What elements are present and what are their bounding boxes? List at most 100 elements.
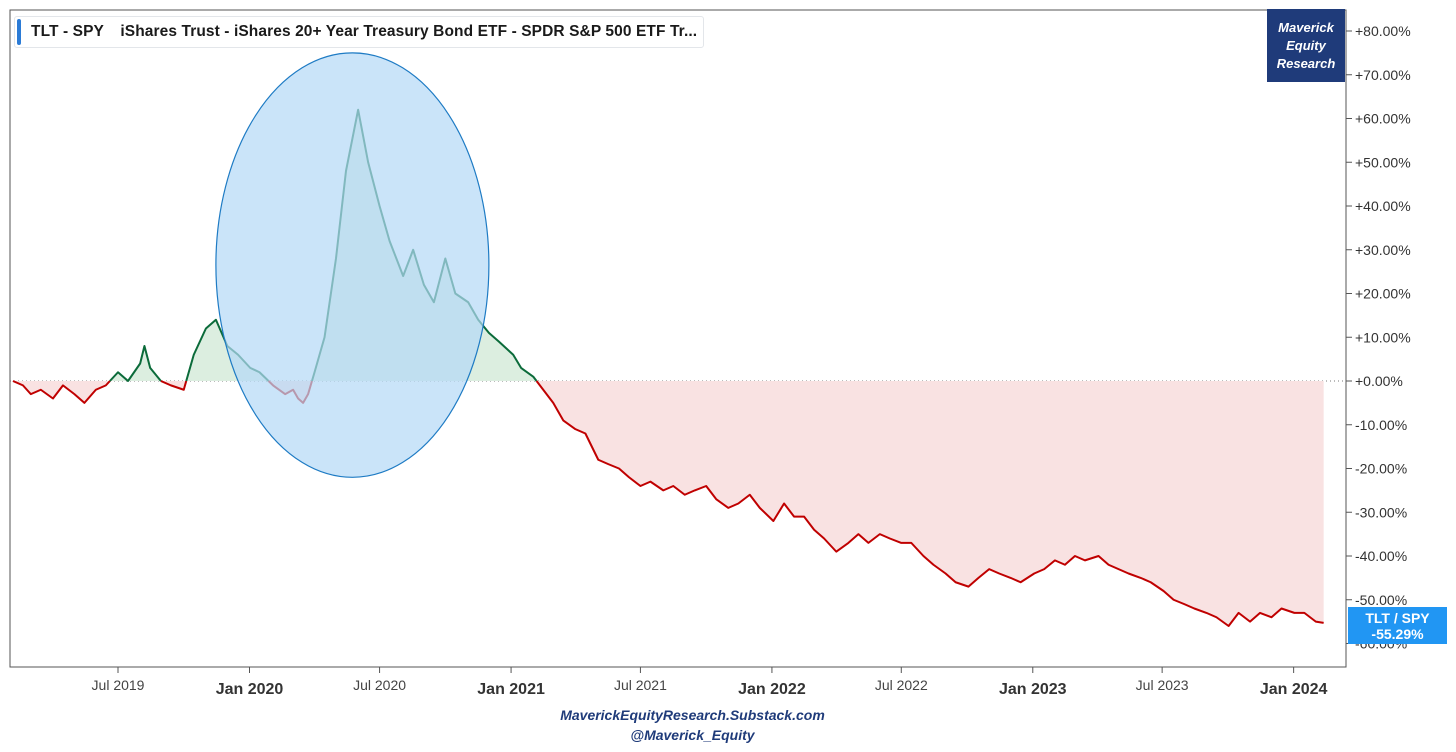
data-point-57	[597, 459, 599, 461]
data-point-60	[628, 476, 630, 478]
data-point-94	[998, 573, 1000, 575]
legend-description: iShares Trust - iShares 20+ Year Treasur…	[120, 23, 698, 40]
data-point-50	[520, 367, 522, 369]
legend: TLT - SPY iShares Trust - iShares 20+ Ye…	[14, 16, 704, 48]
data-point-76	[803, 516, 805, 518]
y-tick-label-11: -30.00%	[1355, 504, 1407, 520]
data-point-68	[715, 498, 717, 500]
data-point-74	[783, 503, 785, 505]
data-point-65	[684, 494, 686, 496]
data-point-84	[889, 538, 891, 540]
data-point-53	[552, 402, 554, 404]
data-point-3	[40, 389, 42, 391]
data-point-95	[1010, 577, 1012, 579]
data-point-96	[1020, 581, 1022, 583]
data-point-8	[95, 389, 97, 391]
data-point-102	[1084, 559, 1086, 561]
data-point-0	[12, 380, 14, 382]
data-point-17	[183, 389, 185, 391]
data-point-91	[967, 586, 969, 588]
y-tick-label-4: +40.00%	[1355, 198, 1411, 214]
last-value-series: TLT / SPY	[1365, 609, 1430, 626]
x-tick-label-7: Jan 2023	[999, 681, 1067, 698]
data-point-119	[1270, 616, 1272, 618]
y-tick-label-12: -40.00%	[1355, 548, 1407, 564]
data-point-108	[1150, 581, 1152, 583]
data-point-11	[127, 380, 129, 382]
data-point-2	[30, 393, 32, 395]
x-tick-label-6: Jul 2022	[875, 677, 928, 693]
data-point-92	[977, 577, 979, 579]
negative-line-7	[535, 380, 1324, 627]
brand-line-2: Equity	[1286, 37, 1326, 53]
data-point-103	[1098, 555, 1100, 557]
data-point-93	[988, 568, 990, 570]
data-point-54	[562, 419, 564, 421]
data-point-117	[1249, 621, 1251, 623]
data-point-99	[1054, 559, 1056, 561]
y-tick-label-1: +70.00%	[1355, 67, 1411, 83]
data-point-73	[772, 520, 774, 522]
negative-area-1	[12, 381, 110, 403]
legend-color-bar	[17, 19, 21, 45]
data-point-115	[1228, 625, 1230, 627]
data-point-114	[1215, 616, 1217, 618]
data-point-109	[1163, 590, 1165, 592]
data-point-51	[532, 376, 534, 378]
data-point-58	[607, 463, 609, 465]
data-point-87	[922, 555, 924, 557]
data-point-62	[649, 481, 651, 483]
last-value-label: TLT / SPY -55.29%	[1348, 607, 1447, 644]
data-point-83	[879, 533, 881, 535]
data-point-120	[1280, 608, 1282, 610]
data-point-80	[847, 542, 849, 544]
data-point-48	[498, 341, 500, 343]
x-tick-label-5: Jan 2022	[738, 681, 806, 698]
data-point-79	[835, 551, 837, 553]
data-point-59	[618, 468, 620, 470]
data-point-1	[22, 384, 24, 386]
data-point-56	[584, 433, 586, 435]
data-point-67	[705, 485, 707, 487]
data-point-88	[932, 564, 934, 566]
negative-line-3	[160, 380, 188, 391]
last-value-number: -55.29%	[1371, 625, 1424, 642]
negative-line-1	[12, 380, 111, 404]
data-point-13	[143, 345, 145, 347]
data-point-106	[1128, 573, 1130, 575]
data-point-111	[1183, 603, 1185, 605]
footer-site: MaverickEquityResearch.Substack.com	[560, 707, 825, 723]
x-tick-label-1: Jan 2020	[216, 681, 284, 698]
data-point-122	[1303, 612, 1305, 614]
data-point-18	[193, 354, 195, 356]
data-point-112	[1193, 608, 1195, 610]
data-point-15	[160, 380, 162, 382]
data-point-55	[574, 428, 576, 430]
data-point-82	[867, 542, 869, 544]
data-point-63	[662, 489, 664, 491]
data-point-90	[955, 581, 957, 583]
y-tick-label-5: +30.00%	[1355, 242, 1411, 258]
y-tick-label-7: +10.00%	[1355, 329, 1411, 345]
data-point-105	[1118, 568, 1120, 570]
data-point-85	[900, 542, 902, 544]
data-point-16	[170, 384, 172, 386]
data-point-20	[215, 319, 217, 321]
highlight-ellipse	[215, 52, 490, 478]
data-point-9	[105, 384, 107, 386]
brand-badge: Maverick Equity Research	[1267, 9, 1345, 82]
data-point-52	[542, 389, 544, 391]
data-point-14	[149, 367, 151, 369]
data-point-10	[117, 371, 119, 373]
x-tick-label-4: Jul 2021	[614, 677, 667, 693]
negative-area-7	[536, 381, 1324, 626]
y-tick-label-10: -20.00%	[1355, 461, 1407, 477]
data-point-4	[52, 398, 54, 400]
data-point-100	[1064, 564, 1066, 566]
positive-line-2	[109, 345, 162, 382]
data-point-66	[694, 489, 696, 491]
data-point-6	[73, 393, 75, 395]
data-point-107	[1140, 577, 1142, 579]
